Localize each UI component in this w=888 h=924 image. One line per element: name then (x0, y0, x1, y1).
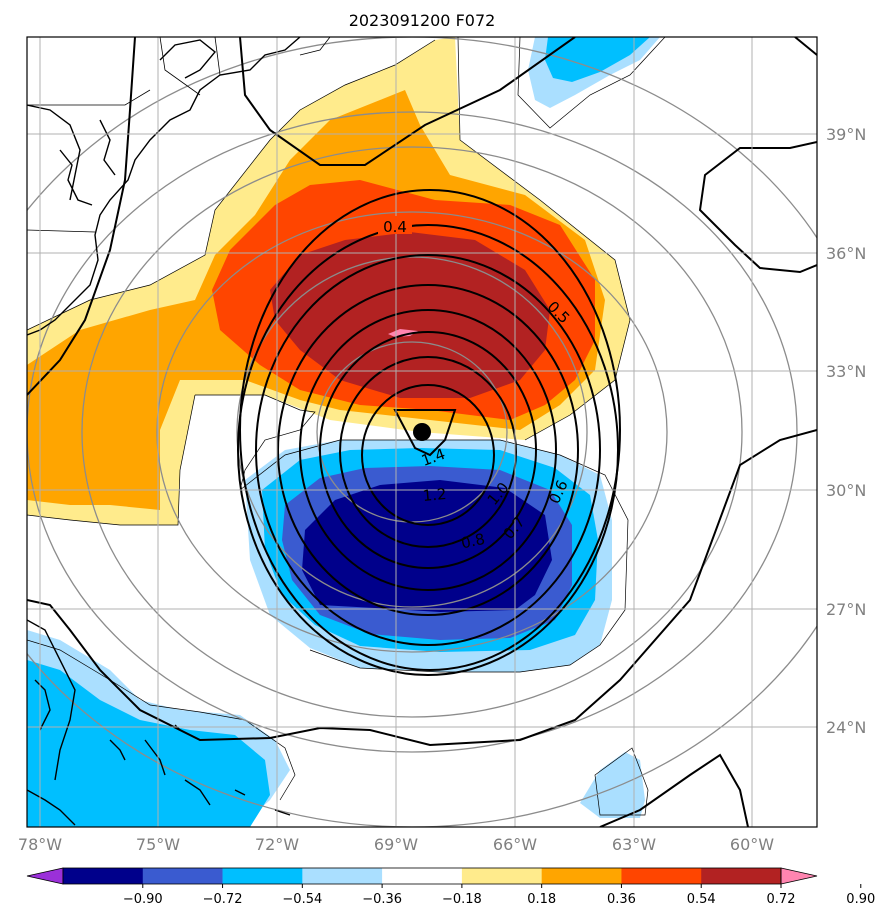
lon-tick-label: 69°W (374, 835, 418, 854)
colorbar-swatch (142, 868, 223, 884)
shading-outlines (27, 37, 666, 816)
contour-label: 0.4 (383, 218, 407, 236)
lat-tick-label: 24°N (826, 718, 866, 737)
coastlines (27, 37, 301, 826)
lon-tick-label: 60°W (730, 835, 774, 854)
colorbar-tick-label: −0.18 (442, 892, 482, 907)
speed-contours (237, 189, 621, 676)
state-borders (27, 37, 331, 233)
colorbar-tick-label: 0.54 (687, 892, 716, 907)
map-panel: 0.4 0.5 0.6 0.7 0.8 1.0 1.2 1.4 (26, 36, 818, 828)
colorbar-swatch (382, 868, 463, 884)
colorbar-tick-label: −0.36 (362, 892, 402, 907)
colorbar-tick-label: −0.72 (203, 892, 243, 907)
lon-tick-label: 66°W (493, 835, 537, 854)
figure-title: 2023091200 F072 (349, 11, 496, 30)
lon-tick-label: 75°W (136, 835, 180, 854)
shading-neg-ne-036 (545, 37, 650, 82)
colorbar-tick-label: 0.18 (527, 892, 556, 907)
lon-tick-label: 63°W (612, 835, 656, 854)
contour-label: 0.8 (459, 530, 486, 553)
lon-tick-label: 72°W (255, 835, 299, 854)
gridlines (27, 37, 817, 827)
map-frame (26, 36, 818, 828)
lat-tick-label: 27°N (826, 600, 866, 619)
colorbar-tick-label: 0.72 (767, 892, 796, 907)
colorbar-swatch (222, 868, 303, 884)
contour-label: 1.2 (422, 485, 447, 505)
colorbar-swatch (302, 868, 383, 884)
colorbar-extend-low (26, 867, 64, 885)
shading-neg-se-018 (580, 752, 645, 818)
colorbar-swatch (701, 868, 782, 884)
lat-tick-label: 33°N (826, 362, 866, 381)
colorbar-swatch (541, 868, 622, 884)
lon-axis-labels: 78°W 75°W 72°W 69°W 66°W 63°W 60°W (18, 835, 774, 854)
colorbar-extend-high (780, 867, 818, 885)
colorbar: −0.90 −0.72 −0.54 −0.36 −0.18 0.18 0.36 0.54 0.7… (26, 867, 875, 907)
shading-neg-sw-036 (27, 660, 270, 827)
range-rings (27, 37, 817, 827)
colorbar-tick-label: −0.90 (123, 892, 163, 907)
shading-pos-090 (270, 232, 550, 398)
colorbar-tick-label: 0.36 (607, 892, 636, 907)
colorbar-swatch (63, 868, 144, 884)
lat-tick-label: 36°N (826, 244, 866, 263)
colorbar-tick-label: 0.90 (846, 892, 875, 907)
colorbar-swatch (621, 868, 702, 884)
lon-tick-label: 78°W (18, 835, 62, 854)
lat-axis-labels: 39°N 36°N 33°N 30°N 27°N 24°N (826, 125, 866, 737)
lat-tick-label: 30°N (826, 481, 866, 500)
colorbar-tick-label: −0.54 (282, 892, 322, 907)
lat-tick-label: 39°N (826, 125, 866, 144)
colorbar-frame (62, 867, 782, 885)
background-contours (27, 37, 817, 827)
colorbar-swatch (461, 868, 542, 884)
storm-center-marker (413, 423, 431, 441)
